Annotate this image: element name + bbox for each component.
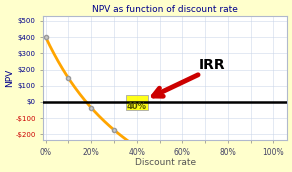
Y-axis label: NPV: NPV [5, 69, 14, 87]
Text: 40%: 40% [127, 102, 147, 111]
Bar [126, 95, 148, 110]
Title: NPV as function of discount rate: NPV as function of discount rate [92, 5, 238, 14]
X-axis label: Discount rate: Discount rate [135, 158, 196, 167]
Text: IRR: IRR [199, 58, 225, 72]
